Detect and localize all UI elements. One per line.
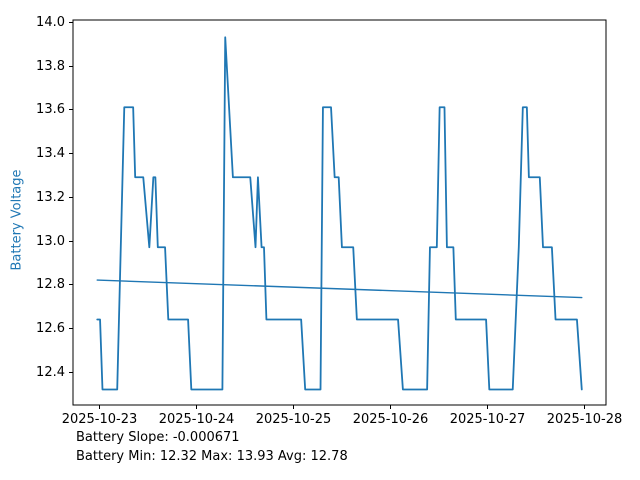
- y-tick-label: 13.2: [36, 190, 65, 205]
- x-tick-label: 2025-10-23: [62, 412, 138, 427]
- x-tick-label: 2025-10-24: [159, 412, 235, 427]
- stats-annotation: Battery Slope: -0.000671 Battery Min: 12…: [76, 428, 348, 466]
- stats-slope-text: Battery Slope: -0.000671: [76, 430, 240, 445]
- y-tick-label: 12.6: [36, 321, 65, 336]
- y-tick-label: 13.6: [36, 102, 65, 117]
- voltage-line: [96, 36, 583, 391]
- plot-spines: [72, 19, 607, 406]
- y-tick-label: 14.0: [36, 15, 65, 30]
- y-tick-label: 13.8: [36, 59, 65, 74]
- y-tick-label: 12.4: [36, 365, 65, 380]
- y-axis-label: Battery Voltage: [9, 169, 25, 271]
- x-tick-label: 2025-10-25: [256, 412, 332, 427]
- y-tick-label: 12.8: [36, 277, 65, 292]
- trend-line: [96, 279, 583, 299]
- x-tick-label: 2025-10-28: [547, 412, 623, 427]
- x-tick-label: 2025-10-27: [450, 412, 526, 427]
- stats-minmax-text: Battery Min: 12.32 Max: 13.93 Avg: 12.78: [76, 449, 348, 464]
- y-tick-label: 13.0: [36, 234, 65, 249]
- y-tick-label: 13.4: [36, 146, 65, 161]
- x-tick-label: 2025-10-26: [353, 412, 429, 427]
